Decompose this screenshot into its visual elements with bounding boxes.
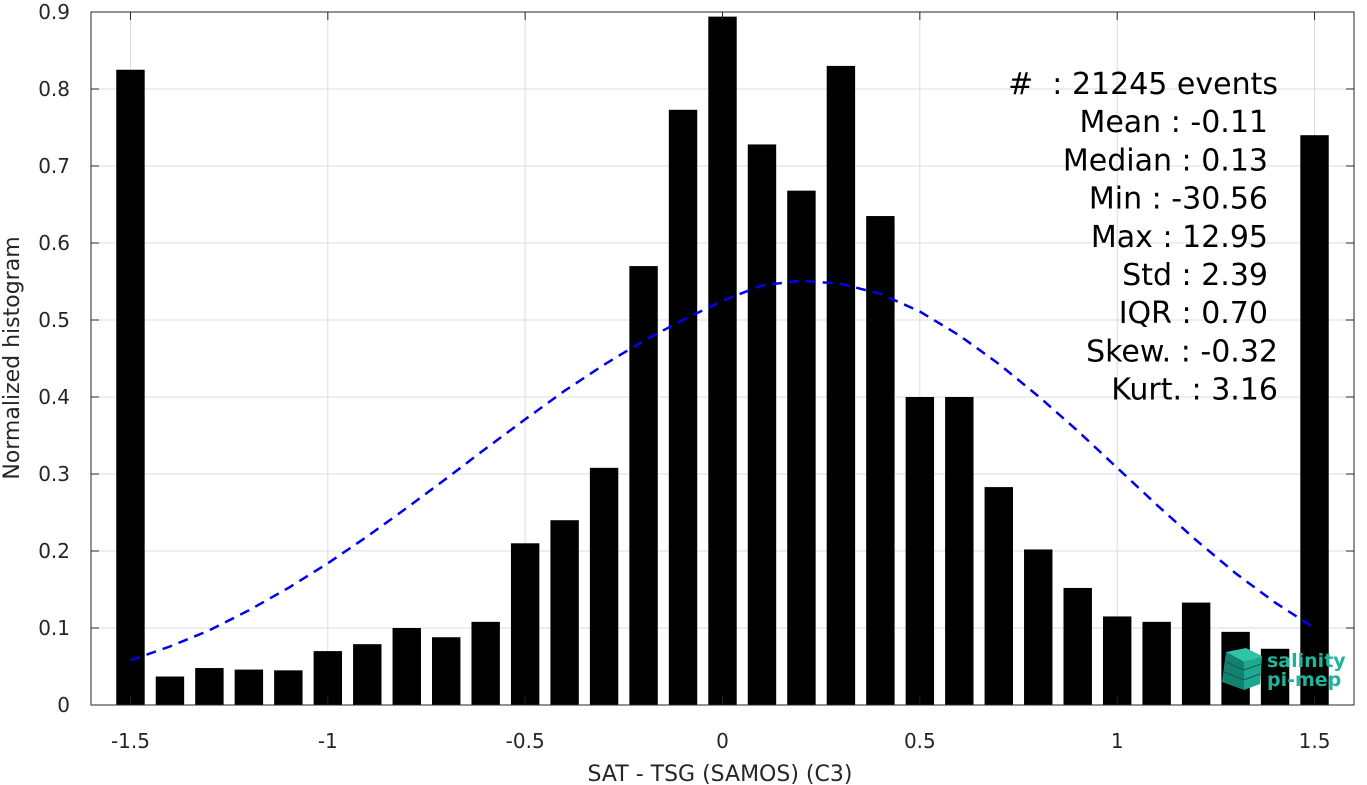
y-tick-labels: 0 0.1 0.2 0.3 0.4 0.5 0.6 0.7 0.8 0.9: [38, 0, 70, 717]
x-tick-label: 0.5: [904, 729, 936, 753]
y-tick-label: 0.4: [38, 385, 70, 409]
x-tick-label: 0: [716, 729, 729, 753]
salinity-pi-mep-logo: salinity pi-mep: [1222, 648, 1346, 691]
logo-line-2: pi-mep: [1267, 669, 1341, 691]
cube-logo-icon: [1222, 648, 1262, 690]
histogram-bar: [1142, 621, 1171, 705]
x-tick-labels: -1.5 -1 -0.5 0 0.5 1 1.5: [111, 729, 1330, 753]
stats-line: Kurt. : 3.16: [1111, 373, 1278, 408]
histogram-bar: [432, 637, 461, 705]
histogram-bars: [116, 16, 1329, 706]
y-tick-label: 0.6: [38, 231, 70, 255]
x-tick-label: 1: [1111, 729, 1124, 753]
logo-line-1: salinity: [1267, 650, 1346, 672]
histogram-bar: [155, 676, 185, 705]
histogram-bar: [313, 651, 343, 705]
y-tick-label: 0.1: [38, 616, 70, 640]
y-tick-label: 0.5: [38, 308, 70, 332]
histogram-bar: [471, 621, 500, 705]
histogram-bar: [195, 668, 224, 705]
histogram-bar: [353, 644, 382, 705]
x-tick-label: -1.5: [111, 729, 150, 753]
stats-line: Min : -30.56: [1089, 182, 1268, 217]
y-tick-label: 0.9: [38, 0, 70, 24]
histogram-bar: [1300, 135, 1329, 705]
stats-line: Median : 0.13: [1063, 143, 1268, 178]
histogram-bar: [787, 190, 816, 705]
y-tick-label: 0: [57, 693, 70, 717]
stats-line: Mean : -0.11: [1079, 105, 1268, 140]
histogram-bar: [510, 543, 540, 705]
histogram-bar: [1063, 587, 1092, 705]
histogram-bar: [589, 467, 619, 705]
x-tick-label: -1: [318, 729, 338, 753]
x-tick-label: 1.5: [1299, 729, 1331, 753]
y-tick-label: 0.8: [38, 77, 70, 101]
histogram-bar: [708, 16, 737, 706]
y-tick-label: 0.3: [38, 462, 70, 486]
stats-line: IQR : 0.70: [1119, 296, 1268, 331]
histogram-bar: [629, 266, 658, 705]
histogram-bar: [392, 628, 421, 705]
histogram-bar: [550, 520, 579, 705]
histogram-bar: [826, 65, 856, 705]
stats-line: # : 21245 events: [1008, 67, 1278, 102]
x-axis-title: SAT - TSG (SAMOS) (C3): [588, 762, 853, 785]
y-tick-label: 0.7: [38, 154, 70, 178]
histogram-bar: [1260, 648, 1290, 705]
histogram-bar: [945, 397, 974, 705]
histogram-bar: [866, 216, 895, 706]
y-axis-title: Normalized histogram: [0, 236, 25, 479]
axes: [90, 11, 1355, 706]
histogram-bar: [116, 69, 145, 705]
histogram-bar: [984, 487, 1013, 705]
stats-line: Std : 2.39: [1122, 258, 1268, 293]
y-tick-label: 0.2: [38, 539, 70, 563]
histogram-bar: [1181, 602, 1211, 705]
stats-line: Skew. : -0.32: [1086, 334, 1278, 369]
histogram-bar: [668, 109, 698, 706]
histogram-bar: [1102, 616, 1132, 705]
histogram-bar: [1024, 549, 1053, 705]
histogram-bar: [905, 397, 935, 705]
x-tick-label: -0.5: [506, 729, 545, 753]
stats-line: Max : 12.95: [1091, 220, 1268, 255]
histogram-bar: [234, 669, 264, 705]
histogram-bar: [747, 144, 777, 705]
histogram-bar: [274, 670, 303, 705]
